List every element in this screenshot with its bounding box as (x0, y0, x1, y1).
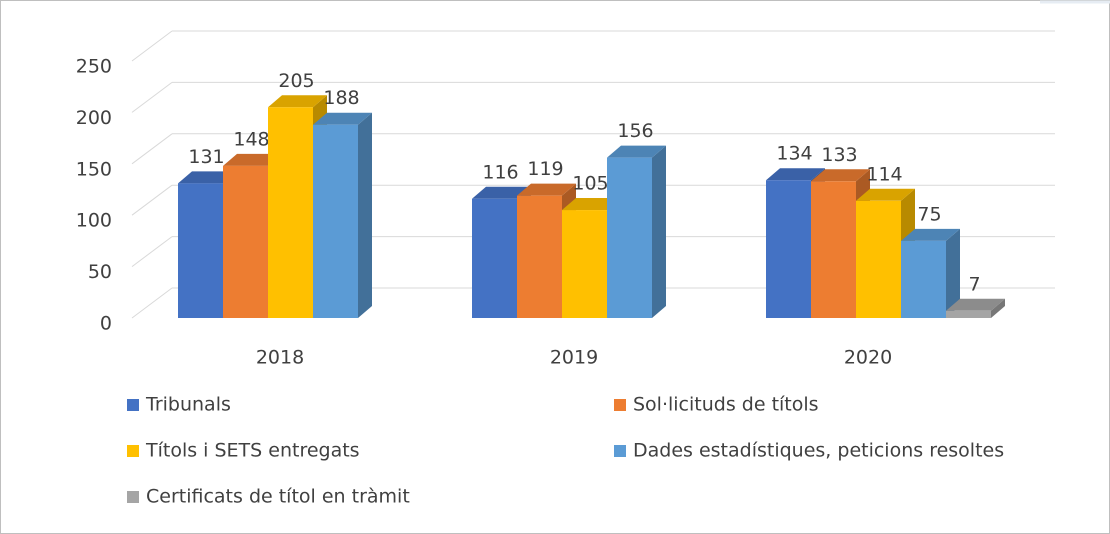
y-tick-label: 50 (88, 261, 112, 283)
data-label: 131 (188, 146, 224, 168)
data-label: 148 (233, 128, 269, 150)
data-label: 114 (866, 163, 902, 185)
bar-top (223, 153, 282, 166)
bar-front (946, 310, 991, 318)
bar-front (811, 181, 856, 318)
y-tick-label: 250 (76, 56, 112, 78)
bar-front (607, 157, 652, 318)
grid-line (131, 184, 173, 216)
bar-top (946, 298, 1005, 311)
bar-top (607, 145, 666, 158)
legend-swatch (127, 399, 139, 411)
data-label: 205 (278, 70, 314, 92)
bar-front (268, 107, 313, 318)
bar-top (856, 188, 915, 201)
data-label: 119 (527, 158, 563, 180)
y-tick-label: 100 (76, 210, 112, 232)
bar-front (766, 180, 811, 318)
legend-swatch (614, 399, 626, 411)
legend-swatch (127, 445, 139, 457)
legend-label: Tribunals (145, 394, 231, 416)
y-tick-label: 150 (76, 158, 112, 180)
x-tick-label: 2019 (550, 347, 598, 369)
legend-label: Certificats de títol en tràmit (146, 486, 410, 508)
bar-front (178, 183, 223, 318)
bar-top (811, 169, 870, 182)
data-label: 156 (617, 120, 653, 142)
grid-line (131, 30, 173, 62)
data-label: 75 (917, 203, 941, 225)
bar (607, 145, 666, 318)
legend-swatch (614, 445, 626, 457)
grid-line (131, 133, 173, 165)
x-tick-label: 2018 (256, 347, 304, 369)
bar-side (358, 112, 372, 319)
data-label: 116 (482, 161, 518, 183)
bar-top (517, 183, 576, 196)
y-tick-label: 200 (76, 107, 112, 129)
bar (901, 228, 960, 318)
bar-front (472, 198, 517, 318)
bar (313, 112, 372, 319)
legend-label: Sol·licituds de títols (633, 394, 819, 416)
grid-line (131, 236, 173, 268)
bar-top (268, 95, 327, 108)
bar-side (991, 298, 1005, 318)
bar-top (901, 228, 960, 241)
data-label: 188 (323, 87, 359, 109)
bar-top (472, 186, 531, 199)
bar-side (946, 228, 960, 318)
bar-front (562, 210, 607, 318)
bar-top (766, 168, 825, 181)
grid-line (131, 287, 173, 319)
bar-top (313, 112, 372, 125)
legend-label: Dades estadístiques, peticions resoltes (633, 440, 1004, 462)
bar-top (562, 198, 621, 211)
legend-swatch (127, 491, 139, 503)
data-label: 7 (968, 273, 980, 295)
bar-front (313, 124, 358, 319)
bar-front (901, 240, 946, 318)
bar-front (517, 195, 562, 318)
bar-side (652, 145, 666, 318)
data-label: 134 (776, 143, 812, 165)
legend-label: Títols i SETS entregats (145, 440, 360, 462)
grid-line (131, 82, 173, 113)
y-tick-label: 0 (100, 313, 112, 335)
bar-top (178, 171, 237, 184)
data-label: 105 (572, 173, 608, 195)
bar (946, 298, 1005, 318)
data-label: 133 (821, 144, 857, 166)
bar-front (223, 165, 268, 318)
bar-front (856, 200, 901, 318)
x-tick-label: 2020 (844, 347, 892, 369)
